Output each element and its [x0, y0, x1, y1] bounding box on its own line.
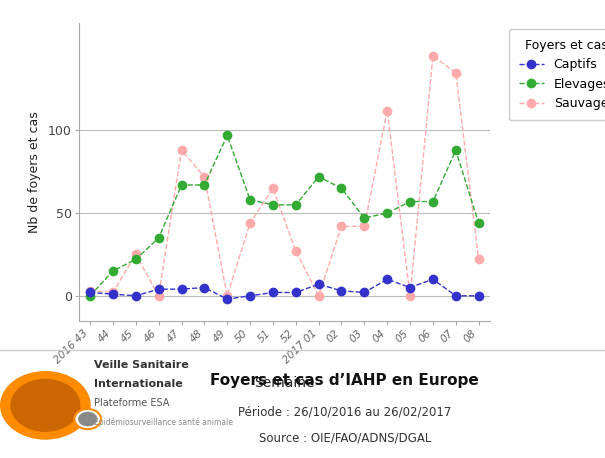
- Text: Veille Sanitaire: Veille Sanitaire: [94, 360, 189, 370]
- Text: Plateforme ESA: Plateforme ESA: [94, 398, 169, 409]
- Text: Épidémiosurveillance santé animale: Épidémiosurveillance santé animale: [94, 417, 233, 427]
- Text: Période : 26/10/2016 au 26/02/2017: Période : 26/10/2016 au 26/02/2017: [238, 405, 451, 418]
- Legend: Captifs, Elevages, Sauvages: Captifs, Elevages, Sauvages: [509, 29, 605, 120]
- Text: Foyers et cas d’IAHP en Europe: Foyers et cas d’IAHP en Europe: [211, 373, 479, 388]
- Y-axis label: Nb de foyers et cas: Nb de foyers et cas: [28, 111, 41, 233]
- Text: Source : OIE/FAO/ADNS/DGAL: Source : OIE/FAO/ADNS/DGAL: [259, 431, 431, 444]
- Text: Internationale: Internationale: [94, 379, 183, 389]
- X-axis label: Semaine: Semaine: [254, 376, 315, 390]
